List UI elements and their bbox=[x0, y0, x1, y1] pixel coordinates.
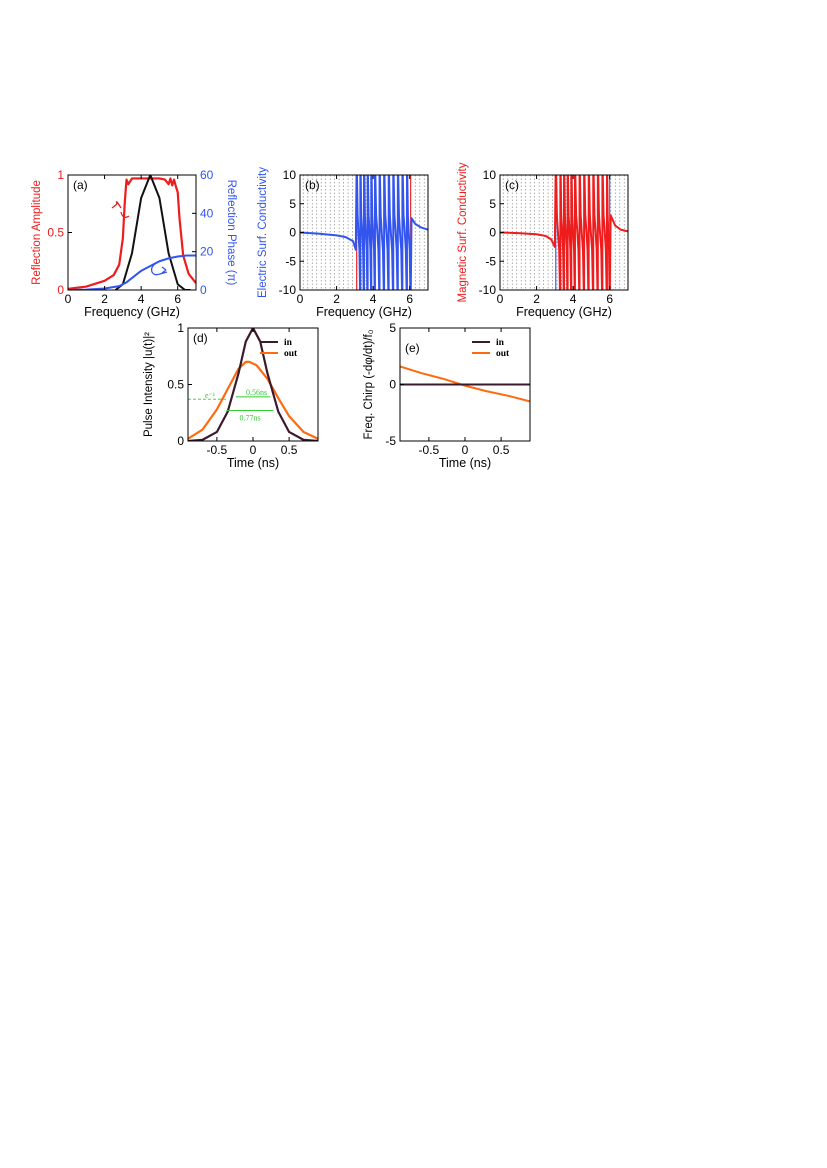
y-tick-label: -10 bbox=[479, 283, 497, 297]
y-axis-label: Pulse Intensity |u(t)|² bbox=[143, 332, 155, 437]
legend-label: in bbox=[496, 338, 505, 348]
y-tick-label: 5 bbox=[489, 197, 496, 211]
y-tick-label: 1 bbox=[57, 168, 64, 182]
series-out-line bbox=[400, 365, 530, 403]
x-axis-label: Frequency (GHz) bbox=[316, 305, 412, 319]
y-tick-label: 0 bbox=[489, 226, 496, 240]
x-tick-label: 0 bbox=[250, 443, 257, 457]
y-tick-label: 0.5 bbox=[47, 226, 64, 240]
x-tick-label: 0 bbox=[65, 292, 72, 306]
panel-c: 0 2 4 6 -10 -5 0 5 10 (c) Frequency (GHz) Magnetic … bbox=[457, 162, 629, 319]
y-tick-label: -5 bbox=[285, 254, 296, 268]
conductivity-curve bbox=[500, 175, 628, 290]
x-tick-label: 4 bbox=[370, 292, 377, 306]
panel-b: 0 2 4 6 -10 -5 0 5 10 (b) Frequency (GHz) Electric … bbox=[257, 167, 429, 319]
x-tick-label: -0.5 bbox=[419, 443, 440, 457]
y-tick-label: 0 bbox=[177, 434, 184, 448]
y-tick-label: 5 bbox=[389, 321, 396, 335]
x-tick-label: 2 bbox=[333, 292, 340, 306]
x-tick-label: 6 bbox=[606, 292, 613, 306]
y-tick-label: -5 bbox=[485, 254, 496, 268]
x-tick-label: 0.5 bbox=[281, 443, 298, 457]
y-tick-label-right: 0 bbox=[200, 283, 207, 297]
y-tick-label-right: 40 bbox=[200, 206, 214, 220]
y-tick-label: 10 bbox=[283, 168, 297, 182]
x-axis-label: Time (ns) bbox=[227, 456, 279, 470]
y-tick-label: -10 bbox=[279, 283, 297, 297]
y-tick-label: 0 bbox=[389, 378, 396, 392]
y-tick-label-right: 60 bbox=[200, 168, 214, 182]
pulse-spectrum-line bbox=[114, 175, 191, 290]
y-tick-label: 0 bbox=[289, 226, 296, 240]
panel-label: (e) bbox=[405, 341, 420, 355]
reflection-phase-line bbox=[68, 254, 196, 290]
amplitude-arrow-icon bbox=[111, 201, 130, 218]
x-tick-label: 4 bbox=[138, 292, 145, 306]
phase-arrow-icon bbox=[150, 261, 168, 276]
series-in-line bbox=[188, 328, 318, 441]
x-axis-label: Frequency (GHz) bbox=[84, 305, 180, 319]
reflection-amplitude-line bbox=[68, 177, 196, 290]
y-axis-label-left: Reflection Amplitude bbox=[31, 180, 43, 285]
panel-label: (d) bbox=[193, 331, 208, 345]
x-tick-label: 2 bbox=[533, 292, 540, 306]
panel-label: (b) bbox=[305, 178, 320, 192]
x-tick-label: 0 bbox=[462, 443, 469, 457]
x-tick-label: 0 bbox=[497, 292, 504, 306]
x-tick-label: 6 bbox=[406, 292, 413, 306]
legend-label: out bbox=[496, 349, 510, 359]
y-axis-label: Electric Surf. Conductivity bbox=[257, 167, 269, 298]
y-axis-label: Freq. Chirp (-dφ/dt)/f₀ bbox=[363, 329, 375, 439]
x-tick-label: 0.5 bbox=[493, 443, 510, 457]
x-axis-label: Frequency (GHz) bbox=[516, 305, 612, 319]
y-tick-label: -5 bbox=[385, 434, 396, 448]
y-tick-label-right: 20 bbox=[200, 245, 214, 259]
x-tick-label: 0 bbox=[297, 292, 304, 306]
y-tick-label: 5 bbox=[289, 197, 296, 211]
conductivity-curve bbox=[300, 175, 428, 290]
y-tick-label: 0.5 bbox=[167, 378, 184, 392]
e-level-label: e⁻¹ bbox=[205, 391, 216, 400]
panel-label: (c) bbox=[505, 178, 519, 192]
legend-label: out bbox=[284, 349, 298, 359]
y-tick-label: 0 bbox=[57, 283, 64, 297]
x-tick-label: -0.5 bbox=[207, 443, 228, 457]
width-out-label: 0.77ns bbox=[240, 413, 261, 422]
series-out-line bbox=[188, 360, 318, 440]
width-in-label: 0.56ns bbox=[246, 388, 267, 397]
x-axis-label: Time (ns) bbox=[439, 456, 491, 470]
panel-label: (a) bbox=[73, 178, 88, 192]
x-tick-label: 2 bbox=[101, 292, 108, 306]
y-axis-label-right: Reflection Phase (π) bbox=[225, 180, 237, 286]
x-tick-label: 6 bbox=[174, 292, 181, 306]
y-axis-label: Magnetic Surf. Conductivity bbox=[457, 162, 469, 302]
x-tick-label: 4 bbox=[570, 292, 577, 306]
y-tick-label: 10 bbox=[483, 168, 497, 182]
legend-label: in bbox=[284, 338, 293, 348]
y-tick-label: 1 bbox=[177, 321, 184, 335]
